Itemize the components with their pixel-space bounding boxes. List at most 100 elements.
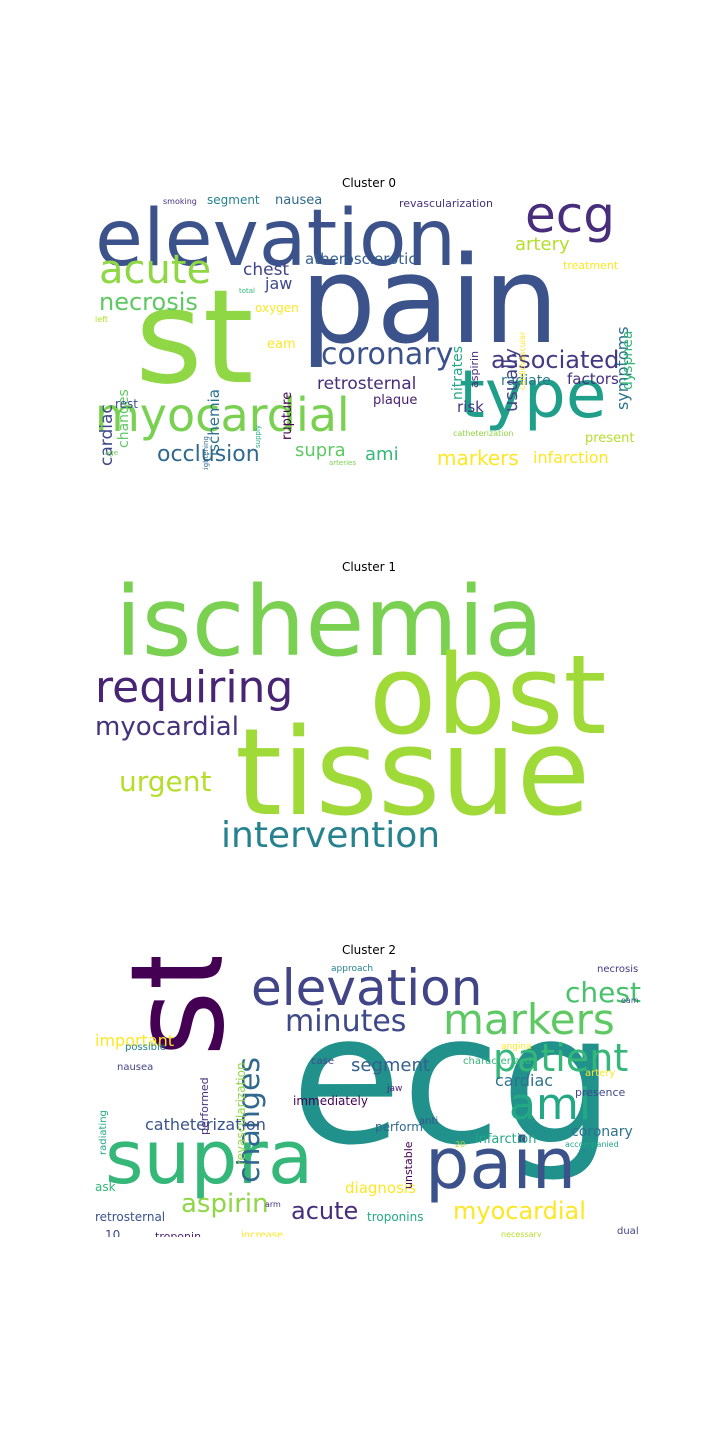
cloud-word: troponins xyxy=(367,1210,424,1224)
cloud-word: smoking xyxy=(163,197,197,206)
cloud-word: immediately xyxy=(293,1094,368,1108)
cloud-word: infarction xyxy=(533,448,609,467)
cloud-word: present xyxy=(585,431,635,446)
cloud-word: arteries xyxy=(329,459,356,467)
cloud-word: pain xyxy=(425,1123,577,1205)
cloud-word: ask xyxy=(95,1180,116,1194)
cloud-word: urgent xyxy=(119,765,212,798)
word-cloud-0: pain st elevation type myocardial ecg acute cor… xyxy=(95,190,643,470)
cloud-word: plaque xyxy=(373,393,418,408)
cloud-word: risk xyxy=(457,398,484,416)
cloud-word: markers xyxy=(437,446,519,470)
cloud-word: supra xyxy=(295,440,346,461)
cluster-0-title: Cluster 0 xyxy=(341,176,397,190)
cloud-word: dyspnea xyxy=(620,330,636,390)
cloud-word: cardiac xyxy=(495,1071,554,1090)
cloud-word: rest xyxy=(115,397,139,411)
cloud-word: age xyxy=(105,449,119,457)
cloud-word: diagnosis xyxy=(345,1179,416,1197)
cloud-word: catheterization xyxy=(453,429,514,438)
cloud-word: associated xyxy=(491,346,620,374)
cloud-word: myocardial xyxy=(453,1197,586,1225)
cloud-word: unstable xyxy=(402,1141,415,1189)
cloud-word: perform xyxy=(375,1120,423,1134)
cloud-word: ecg xyxy=(525,190,615,244)
cloud-word: nitrates xyxy=(450,346,466,400)
cloud-word: segment xyxy=(351,1055,430,1076)
cloud-word: myocardial xyxy=(95,388,350,442)
cloud-word: jaw xyxy=(387,1084,403,1094)
cloud-word: catheterization xyxy=(145,1115,266,1134)
cloud-word: rupture xyxy=(280,391,295,440)
cloud-word: requiring xyxy=(95,662,294,713)
cloud-word: possible xyxy=(125,1042,166,1053)
cloud-word: tightening xyxy=(202,436,210,470)
cloud-word: acute xyxy=(291,1197,359,1225)
cloud-word: retrosternal xyxy=(317,374,417,394)
cloud-word: st xyxy=(135,261,254,413)
cloud-word: 10 xyxy=(105,1228,121,1237)
cloud-word: tissue xyxy=(235,704,591,843)
cloud-word: dual xyxy=(617,1226,639,1237)
cloud-word: nausea xyxy=(275,193,323,208)
cloud-word: myocardial xyxy=(95,712,239,742)
cloud-word: necessary xyxy=(501,1230,542,1238)
cloud-word: coronary xyxy=(571,1124,633,1140)
cloud-word: necrosis xyxy=(597,964,639,975)
cloud-word: retrosternal xyxy=(95,1210,166,1224)
cloud-word: chest xyxy=(243,260,290,280)
cloud-word: obst xyxy=(369,631,607,759)
cloud-word: anti xyxy=(419,1116,439,1127)
cloud-word: artery xyxy=(515,234,570,255)
cloud-word: acute xyxy=(99,247,212,293)
cloud-word: coronary xyxy=(321,337,454,372)
cloud-word: patient xyxy=(493,1036,629,1080)
cloud-word: minutes xyxy=(285,1004,407,1039)
cloud-word: approach xyxy=(331,964,374,974)
cloud-word: accompanied xyxy=(565,1140,619,1149)
cloud-word: ischemia xyxy=(115,574,544,678)
cloud-word: troponin xyxy=(155,1230,202,1237)
cloud-word: eam xyxy=(267,337,296,352)
cloud-word: important xyxy=(95,1031,175,1050)
cloud-word: case xyxy=(311,1056,334,1067)
cloud-word: oxygen xyxy=(255,301,299,315)
cloud-word: segment xyxy=(207,193,260,207)
cloud-word: performed xyxy=(198,1077,211,1135)
cloud-word: ecg xyxy=(291,976,615,1185)
cloud-word: increase xyxy=(241,1230,284,1238)
cloud-word: total xyxy=(239,287,256,295)
cloud-word: chest xyxy=(565,976,641,1009)
cloud-word: revascularization xyxy=(234,1062,248,1165)
cloud-word: necrosis xyxy=(99,288,198,316)
cloud-word: presence xyxy=(575,1086,626,1099)
word-cloud-1: ischemia requiring obst myocardial tissue urg… xyxy=(95,574,643,854)
cloud-word: pain xyxy=(300,232,560,371)
cloud-word: left xyxy=(95,315,108,324)
cloud-word: nausea xyxy=(117,1062,154,1073)
cloud-word: supply xyxy=(254,424,262,448)
cloud-word: cardiovascular xyxy=(518,331,527,390)
cloud-word: radiating xyxy=(98,1110,109,1155)
cluster-1-title: Cluster 1 xyxy=(341,560,397,574)
cloud-word: intervention xyxy=(221,815,441,854)
cloud-word: ami xyxy=(509,1079,592,1130)
cloud-word: revascularization xyxy=(399,197,494,210)
cloud-word: aspirin xyxy=(468,350,481,388)
cloud-word: eam xyxy=(621,996,639,1005)
cloud-word: factors xyxy=(567,370,619,388)
cloud-word: atherosclerotic xyxy=(305,250,417,268)
cloud-word: artery xyxy=(585,1068,616,1079)
cloud-word: ami xyxy=(365,444,399,465)
cloud-word: markers xyxy=(443,995,615,1044)
cloud-word: type xyxy=(459,356,607,433)
cloud-word: characterized xyxy=(463,1056,532,1067)
word-cloud-2: st ecg elevation supra pain markers patient ami… xyxy=(95,957,643,1237)
cloud-word: treatment xyxy=(563,259,619,272)
cloud-word: radiate xyxy=(501,373,551,389)
cloud-word: aspirin xyxy=(181,1189,269,1219)
cloud-word: occlusion xyxy=(157,442,260,467)
cloud-word: angina xyxy=(501,1042,532,1052)
cloud-word: supra xyxy=(105,1115,314,1201)
cluster-2-title: Cluster 2 xyxy=(341,943,397,957)
